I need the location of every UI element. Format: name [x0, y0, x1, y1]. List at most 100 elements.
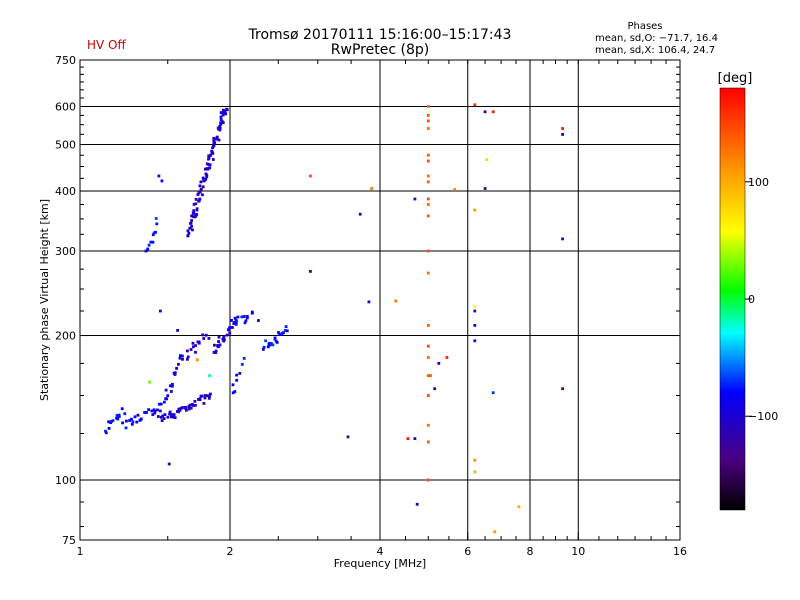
data-point [266, 345, 270, 349]
data-point [171, 382, 174, 386]
data-point [426, 174, 430, 178]
data-point [224, 112, 228, 116]
data-point [168, 412, 171, 416]
data-point [199, 180, 203, 184]
data-point [222, 339, 225, 343]
data-point [426, 197, 430, 201]
data-point [261, 348, 265, 351]
data-point [207, 396, 211, 400]
data-point [217, 335, 221, 339]
data-point [147, 408, 150, 411]
data-point [227, 328, 231, 332]
data-point [473, 339, 477, 343]
data-point [133, 415, 137, 419]
data-point [491, 391, 495, 395]
data-point [244, 319, 248, 323]
phases-o-mode: mean, sd,O: −71.7, 16.4 [595, 33, 718, 44]
data-point [160, 179, 164, 183]
data-point [190, 219, 193, 222]
data-point [219, 121, 222, 125]
data-point [245, 315, 249, 318]
data-point [214, 349, 218, 353]
data-point [204, 333, 208, 337]
data-point [197, 398, 200, 401]
data-point [212, 143, 216, 147]
data-point [150, 409, 154, 413]
data-point [231, 391, 235, 395]
data-point [238, 372, 242, 375]
data-point [107, 420, 110, 424]
data-point [205, 162, 209, 166]
data-point [223, 110, 227, 113]
tick-labels: 1 2 4 6 8 10 16 75 100 200 300 400 500 600 750 [55, 54, 687, 558]
data-point [231, 383, 235, 387]
x-tick-label: 10 [571, 545, 585, 558]
data-point [104, 431, 108, 435]
data-point [235, 378, 239, 382]
data-point [221, 337, 225, 341]
data-point [309, 174, 312, 178]
data-point [202, 337, 206, 340]
data-point [128, 419, 131, 422]
data-point [278, 333, 281, 336]
data-point [426, 478, 430, 482]
data-point [473, 208, 477, 212]
data-point [153, 409, 157, 413]
data-point [149, 240, 153, 244]
data-point [426, 180, 430, 184]
data-point [147, 243, 151, 247]
data-point [367, 300, 371, 304]
data-point [561, 387, 564, 391]
data-point [201, 333, 205, 337]
data-point [473, 305, 477, 308]
data-point [199, 187, 203, 191]
data-point [231, 326, 234, 329]
data-point [235, 373, 238, 377]
data-point [192, 212, 196, 215]
data-point [208, 166, 212, 170]
data-point [186, 234, 190, 238]
data-point [168, 384, 172, 388]
data-point [201, 176, 205, 180]
data-point [162, 417, 166, 420]
data-point [170, 413, 173, 416]
data-point [426, 394, 430, 397]
data-point [198, 190, 202, 194]
data-point [201, 185, 205, 189]
data-point [433, 387, 437, 391]
x-tick-label: 16 [673, 545, 687, 558]
data-point [426, 356, 430, 359]
data-point [178, 408, 182, 412]
data-point [453, 188, 457, 191]
data-point [197, 341, 201, 345]
data-point [561, 133, 564, 136]
data-point [155, 222, 159, 226]
y-tick-label: 300 [55, 245, 76, 258]
data-point [209, 153, 213, 157]
data-point [189, 406, 193, 410]
data-point [123, 412, 127, 416]
data-point [207, 337, 211, 340]
data-point [493, 530, 497, 534]
data-point [163, 400, 166, 404]
data-point [413, 197, 417, 201]
data-point [159, 415, 163, 419]
data-point [228, 326, 231, 329]
data-point [194, 202, 198, 206]
data-point [131, 420, 135, 424]
data-point [426, 271, 430, 275]
data-point [211, 158, 215, 161]
data-point [144, 249, 148, 253]
data-point [208, 163, 212, 167]
data-point [190, 214, 193, 218]
data-point [437, 362, 441, 365]
data-point [426, 440, 430, 444]
data-point [236, 315, 240, 319]
chart-subtitle: RwPretec (8p) [330, 42, 430, 58]
data-point [156, 408, 159, 412]
data-point [151, 233, 155, 237]
data-point [217, 138, 221, 142]
data-point [219, 111, 223, 114]
data-point [136, 413, 140, 417]
data-point [151, 240, 155, 244]
